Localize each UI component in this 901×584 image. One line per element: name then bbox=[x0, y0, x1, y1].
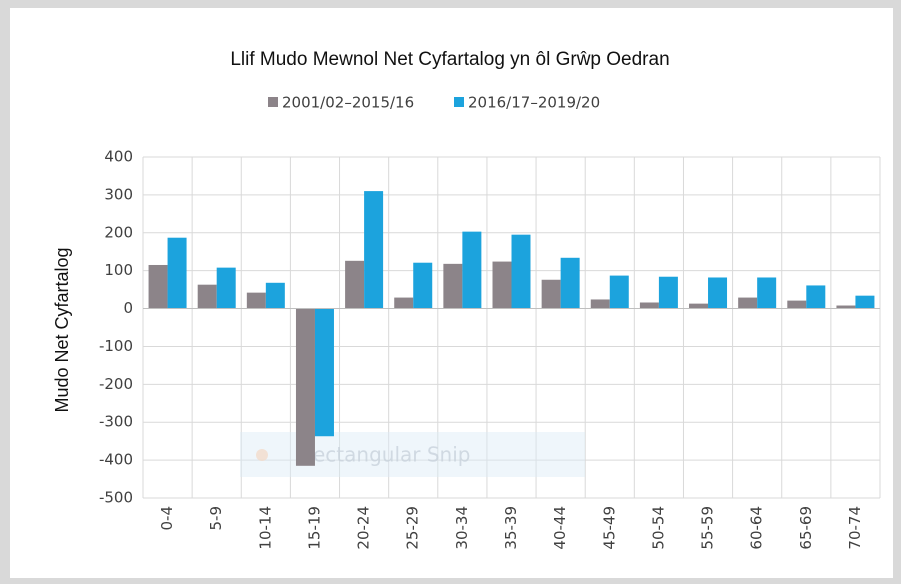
x-tick-label: 10-14 bbox=[256, 506, 274, 550]
bar bbox=[590, 299, 610, 309]
bar bbox=[639, 302, 659, 309]
bar bbox=[314, 308, 334, 437]
bar bbox=[787, 300, 807, 309]
x-tick-label: 45-49 bbox=[600, 506, 618, 550]
y-tick-label: 300 bbox=[104, 185, 133, 203]
y-tick-label: 200 bbox=[104, 223, 133, 241]
x-tick-label: 40-44 bbox=[551, 506, 569, 550]
x-tick-label: 60-64 bbox=[748, 506, 766, 550]
y-axis-label: Mudo Net Cyfartalog bbox=[52, 247, 72, 412]
y-tick-label: -400 bbox=[99, 451, 133, 469]
bar bbox=[855, 295, 875, 309]
annotation: Rectangular Snip bbox=[300, 443, 470, 467]
legend: 2001/02–2015/16 2016/17–2019/20 bbox=[268, 94, 600, 112]
bar bbox=[708, 277, 728, 309]
bar bbox=[836, 305, 856, 309]
x-tick-label: 70-74 bbox=[846, 506, 864, 550]
x-tick-label: 30-34 bbox=[453, 506, 471, 550]
bar bbox=[364, 191, 384, 309]
bar bbox=[541, 279, 561, 309]
y-tick-label: -500 bbox=[99, 489, 133, 507]
bar bbox=[689, 303, 709, 309]
y-tick-label: 100 bbox=[104, 261, 133, 279]
x-tick-label: 25-29 bbox=[404, 506, 422, 550]
bar bbox=[757, 277, 777, 309]
bar bbox=[197, 284, 217, 309]
bar bbox=[265, 282, 285, 309]
y-tick-label: 400 bbox=[104, 148, 133, 166]
y-tick-label: 0 bbox=[123, 299, 133, 317]
x-tick-label: 5-9 bbox=[207, 506, 225, 531]
bar bbox=[658, 276, 678, 309]
y-tick-label: -300 bbox=[99, 413, 133, 431]
bar bbox=[148, 264, 168, 309]
x-tick-label: 15-19 bbox=[305, 506, 323, 550]
bar bbox=[394, 297, 414, 309]
bar bbox=[806, 285, 826, 309]
bar bbox=[609, 275, 629, 309]
bar bbox=[246, 292, 266, 309]
legend-label: 2001/02–2015/16 bbox=[282, 94, 414, 112]
bar bbox=[345, 260, 365, 309]
bar bbox=[295, 308, 315, 466]
bar bbox=[560, 257, 580, 309]
x-tick-label: 0-4 bbox=[158, 506, 176, 531]
x-tick-label: 20-24 bbox=[355, 506, 373, 550]
bar bbox=[413, 262, 433, 309]
x-tick-label: 35-39 bbox=[502, 506, 520, 550]
y-tick-label: -100 bbox=[99, 337, 133, 355]
x-tick-label: 65-69 bbox=[797, 506, 815, 550]
bar bbox=[443, 263, 463, 309]
bar bbox=[462, 231, 482, 309]
bar bbox=[492, 261, 512, 309]
x-tick-label: 55-59 bbox=[699, 506, 717, 550]
legend-label: 2016/17–2019/20 bbox=[468, 94, 600, 112]
legend-swatch bbox=[454, 97, 464, 107]
bar bbox=[216, 267, 236, 309]
y-tick-label: -200 bbox=[99, 375, 133, 393]
annotation-icon bbox=[256, 449, 268, 461]
chart-title: Llif Mudo Mewnol Net Cyfartalog yn ôl Gr… bbox=[230, 49, 669, 70]
bar bbox=[738, 297, 758, 309]
bar bbox=[167, 237, 187, 309]
legend-swatch bbox=[268, 97, 278, 107]
bar bbox=[511, 234, 531, 309]
x-tick-label: 50-54 bbox=[649, 506, 667, 550]
